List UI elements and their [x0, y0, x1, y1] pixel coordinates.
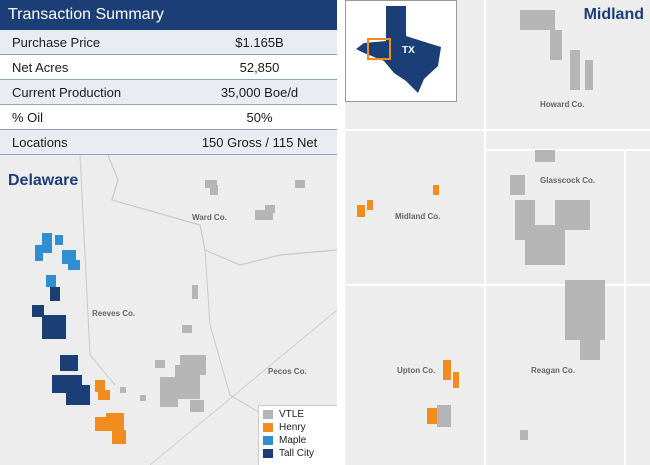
county-label: Upton Co.	[397, 366, 436, 375]
county-label: Midland Co.	[395, 212, 441, 221]
map-legend: VTLE Henry Maple Tall City	[258, 405, 337, 465]
legend-item: Henry	[263, 422, 333, 433]
legend-swatch	[263, 410, 273, 419]
midland-title: Midland	[583, 6, 644, 23]
county-label: Reagan Co.	[531, 366, 576, 375]
legend-label: VTLE	[279, 409, 305, 420]
row-value: 150 Gross / 115 Net	[201, 134, 318, 150]
legend-label: Tall City	[279, 448, 315, 459]
texas-inset-map: TX	[345, 0, 457, 102]
table-row: Purchase Price $1.165B	[0, 30, 337, 55]
legend-label: Henry	[279, 422, 306, 433]
row-value: 52,850	[239, 59, 280, 75]
inset-label: TX	[402, 45, 415, 56]
legend-item: VTLE	[263, 409, 333, 420]
county-label: Glasscock Co.	[540, 176, 596, 185]
county-label: Howard Co.	[540, 100, 585, 109]
table-row: Net Acres 52,850	[0, 55, 337, 80]
legend-item: Tall City	[263, 448, 333, 459]
transaction-summary-table: Transaction Summary Purchase Price $1.165…	[0, 0, 337, 155]
county-label: Pecos Co.	[268, 367, 307, 376]
legend-swatch	[263, 436, 273, 445]
row-value: 35,000 Boe/d	[220, 84, 299, 100]
row-label: Net Acres	[12, 59, 69, 75]
legend-item: Maple	[263, 435, 333, 446]
legend-swatch	[263, 423, 273, 432]
row-label: % Oil	[12, 109, 44, 125]
row-label: Locations	[12, 134, 68, 150]
county-label: Reeves Co.	[92, 309, 136, 318]
county-label: Ward Co.	[192, 213, 227, 222]
legend-swatch	[263, 449, 273, 458]
delaware-map-graphic	[32, 155, 337, 465]
table-row: % Oil 50%	[0, 105, 337, 130]
legend-label: Maple	[279, 435, 307, 446]
summary-title: Transaction Summary	[0, 0, 337, 30]
row-label: Purchase Price	[12, 34, 101, 50]
texas-outline-icon	[346, 1, 456, 101]
row-value: $1.165B	[235, 34, 284, 50]
table-row: Locations 150 Gross / 115 Net	[0, 130, 337, 155]
row-value: 50%	[246, 109, 273, 125]
row-label: Current Production	[12, 84, 122, 100]
delaware-map: Delaware Ward Co. Reeves Co. Pecos Co. V…	[0, 155, 337, 465]
delaware-title: Delaware	[8, 172, 79, 189]
table-row: Current Production 35,000 Boe/d	[0, 80, 337, 105]
midland-map: Midland Howard Co. Glasscock Co. Midland…	[345, 0, 650, 465]
midland-map-graphic	[345, 0, 650, 465]
